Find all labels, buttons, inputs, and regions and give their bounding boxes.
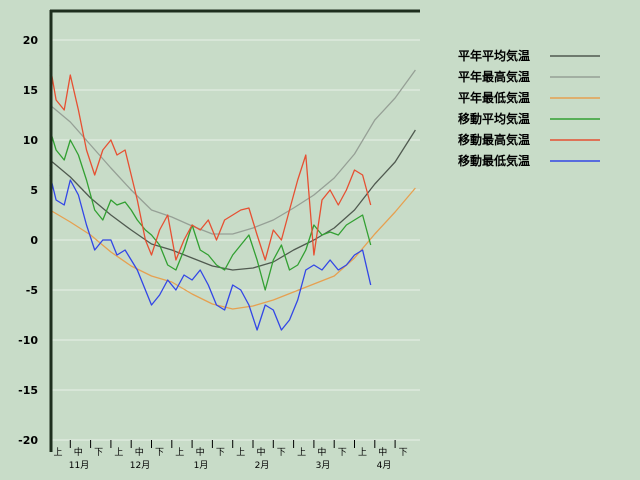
y-tick-label: -5 bbox=[26, 284, 38, 297]
legend-label: 平年平均気温 bbox=[458, 48, 530, 63]
x-month-label: 1月 bbox=[194, 460, 209, 471]
x-period-label: 上 bbox=[358, 447, 367, 458]
x-month-label: 11月 bbox=[69, 460, 89, 471]
x-period-label: 下 bbox=[277, 448, 286, 458]
x-axis-ticks: 上中下上中下上中下上中下上中下上中下11月 12月 1月 2月 3月 4月 bbox=[49, 440, 408, 471]
y-axis-ticks: -20 -15 -10 -5 0 5 10 15 20 bbox=[18, 34, 38, 447]
y-tick-label: 5 bbox=[30, 184, 38, 197]
x-month-label: 2月 bbox=[255, 460, 270, 471]
legend-label: 平年最低気温 bbox=[458, 90, 530, 105]
x-period-label: 中 bbox=[317, 446, 326, 458]
gridlines bbox=[52, 39, 420, 441]
x-period-label: 上 bbox=[53, 447, 62, 458]
x-period-label: 下 bbox=[216, 448, 225, 458]
series-line bbox=[49, 69, 416, 235]
x-period-label: 下 bbox=[338, 448, 347, 458]
x-period-label: 中 bbox=[196, 446, 205, 458]
y-tick-label: 20 bbox=[23, 34, 39, 47]
x-period-label: 下 bbox=[399, 448, 408, 458]
y-tick-label: -15 bbox=[18, 384, 38, 397]
x-period-label: 中 bbox=[378, 446, 387, 458]
series-lines bbox=[49, 64, 416, 331]
series-line bbox=[49, 129, 416, 271]
x-period-label: 上 bbox=[175, 447, 184, 458]
legend-label: 平年最高気温 bbox=[458, 69, 530, 84]
x-month-label: 3月 bbox=[316, 460, 331, 471]
legend-label: 移動平均気温 bbox=[458, 111, 530, 126]
legend-label: 移動最低気温 bbox=[458, 153, 530, 168]
x-period-label: 上 bbox=[297, 447, 306, 458]
plot-area bbox=[52, 10, 420, 440]
x-month-label: 4月 bbox=[377, 460, 392, 471]
x-period-label: 中 bbox=[256, 446, 265, 458]
x-period-label: 上 bbox=[114, 447, 123, 458]
legend-label: 移動最高気温 bbox=[458, 132, 530, 147]
y-tick-label: -20 bbox=[18, 434, 38, 447]
x-period-label: 下 bbox=[155, 448, 164, 458]
x-period-label: 上 bbox=[236, 447, 245, 458]
series-line bbox=[49, 187, 416, 310]
y-tick-label: 10 bbox=[23, 134, 39, 147]
y-tick-label: 0 bbox=[30, 234, 38, 247]
series-line bbox=[49, 64, 372, 261]
x-period-label: 中 bbox=[135, 446, 144, 458]
x-period-label: 中 bbox=[74, 446, 83, 458]
y-tick-label: -10 bbox=[18, 334, 38, 347]
x-period-label: 下 bbox=[94, 448, 103, 458]
y-tick-label: 15 bbox=[23, 84, 38, 97]
series-line bbox=[49, 129, 372, 291]
series-line bbox=[49, 174, 372, 331]
x-month-label: 12月 bbox=[130, 460, 150, 471]
